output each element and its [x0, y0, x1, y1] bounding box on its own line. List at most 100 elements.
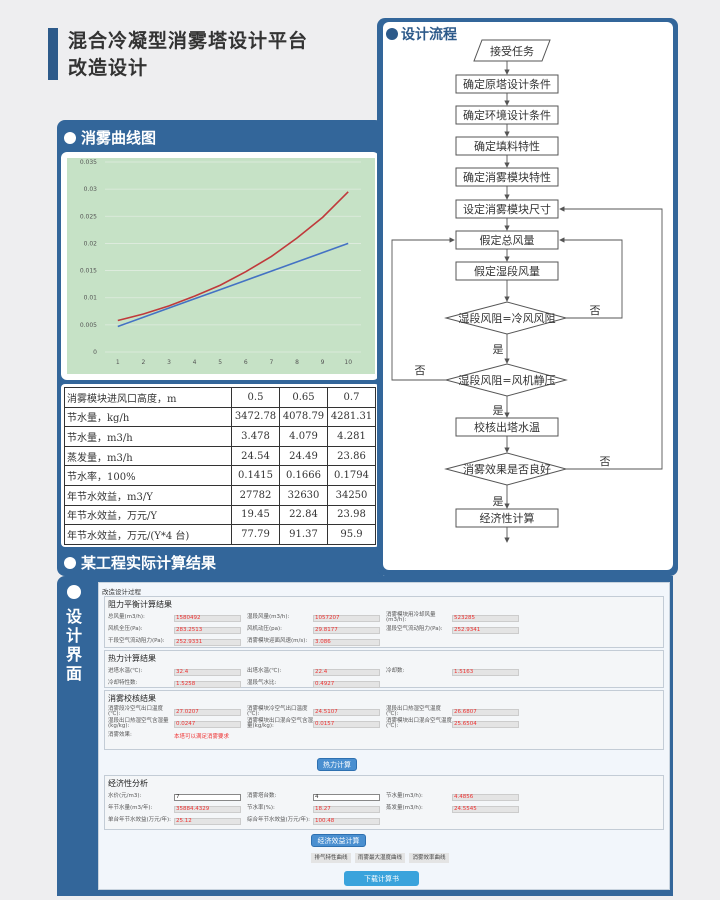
start-text: 接受任务: [490, 45, 534, 58]
field-row: 年节水量(m3/年): 35884.4329 节水率(%): 18.27 蒸发量(m3/…: [108, 803, 663, 815]
value-field: 18.27: [313, 805, 380, 813]
value-field: 25.6504: [452, 720, 519, 728]
result-heading: 某工程实际计算结果: [64, 552, 216, 573]
step-text: 确定环境设计条件: [463, 108, 551, 122]
bullet-icon: [67, 585, 81, 599]
field-label: 出塔水温(℃):: [247, 668, 282, 675]
loop-arrow: [559, 206, 663, 470]
x-tick-label: 10: [344, 359, 352, 366]
table-row: 蒸发量，m3/h 24.54 24.49 23.86: [64, 445, 376, 467]
input-field[interactable]: 7: [174, 793, 241, 801]
x-tick-label: 3: [167, 359, 171, 366]
field-row: 水价(元/m3): 7 消雾塔台数: 4 节水量(m3/h): 4.4856: [108, 791, 663, 803]
value-field: 24.5545: [452, 805, 519, 813]
exhaust-curve-button[interactable]: 排气特性曲线: [311, 853, 351, 863]
value-field: 1580492: [174, 614, 241, 622]
field-label: 冷却数:: [386, 668, 405, 675]
field-label: 消雾模块迎面风速(m/s):: [247, 638, 308, 645]
field-label: 单台年节水效益(万元/年):: [108, 817, 171, 824]
humidity-curve-button[interactable]: 雨雾最大湿度曲线: [355, 853, 405, 863]
bullet-icon: [64, 556, 76, 569]
field-row: 消雾段冷空气出口温度(℃): 27.0207 消雾模块冷空气出口温度(℃): 24.5…: [108, 706, 663, 718]
field-label: 消雾模块冷空气出口温度(℃):: [247, 705, 308, 717]
field-row: 湿段出口热湿空气含湿量(kg/kg): 0.0247 消雾模块出口混合空气含湿量(k…: [108, 718, 663, 730]
x-tick-label: 5: [218, 359, 222, 366]
value-field: 283.2513: [174, 626, 241, 634]
table-row: 年节水效益，m3/Y 27782 32630 34250: [64, 484, 376, 506]
input-field[interactable]: 4: [313, 793, 380, 801]
flow-heading: 设计流程: [386, 24, 457, 44]
econ-calc-button[interactable]: 经济效益计算: [311, 834, 366, 847]
value-field: 0.0157: [313, 720, 380, 728]
field-label: 消雾模块出口混合空气温度(℃):: [386, 717, 453, 729]
value-field: 252.9331: [174, 638, 241, 646]
field-row: 干段空气流动阻力(Pa): 252.9331 消雾模块迎面风速(m/s): 3.086: [108, 636, 663, 648]
field-label: 风机动压(pa):: [247, 626, 283, 633]
value-field: 523285: [452, 614, 519, 622]
field-label: 风机全压(Pa):: [108, 626, 143, 633]
table-row: 节水量，kg/h 3472.78 4078.79 4281.31: [64, 406, 376, 428]
y-tick-label: 0.005: [80, 322, 97, 329]
step-text: 确定填料特性: [474, 139, 540, 153]
value-field: 24.5107: [313, 708, 380, 716]
series-line-0: [117, 191, 349, 322]
step-text: 假定湿段风量: [474, 264, 540, 278]
field-label: 综合年节水效益(万元/年):: [247, 817, 310, 824]
download-button[interactable]: 下载计算书: [344, 871, 419, 886]
field-label: 冷却特性数:: [108, 680, 138, 687]
value-field: 0.4927: [313, 680, 380, 688]
decision2: [444, 363, 568, 397]
field-label: 消雾效果:: [108, 732, 132, 739]
step-text: 设定消雾模块尺寸: [463, 202, 551, 216]
x-tick-label: 2: [141, 359, 145, 366]
page-title: 混合冷凝型消雾塔设计平台 改造设计: [68, 28, 308, 82]
field-label: 湿段空气流动阻力(Pa):: [386, 626, 443, 633]
step-text: 确定原塔设计条件: [463, 77, 551, 91]
result-table-container: 消雾模块进风口高度，m 0.5 0.65 0.7 节水量，kg/h 3472.78 4078…: [61, 384, 379, 547]
x-tick-label: 6: [244, 359, 248, 366]
value-field: 100.48: [313, 817, 380, 825]
field-label: 消雾模块出口混合空气含湿量(kg/kg):: [247, 717, 314, 729]
row-label: 年节水效益，万元/(Y*4 台): [64, 524, 232, 545]
ui-label: 设计界面: [62, 585, 86, 683]
no-label: 否: [590, 304, 601, 317]
value-field: 3.086: [313, 638, 380, 646]
x-tick-label: 1: [116, 359, 120, 366]
x-tick-label: 4: [193, 359, 197, 366]
value-field: 32.4: [174, 668, 241, 676]
ui-label-text: 设计界面: [65, 607, 82, 683]
decision2-text: 湿段风阻=风机静压: [458, 373, 555, 387]
resistance-group: 阻力平衡计算结果 总风量(m3/h): 1580492 湿段风量(m3/h): 1057…: [104, 596, 664, 648]
yes-label: 是: [493, 404, 504, 417]
thermal-calc-button[interactable]: 热力计算: [317, 758, 357, 771]
field-label: 进塔水温(℃):: [108, 668, 143, 675]
field-label: 干段空气流动阻力(Pa):: [108, 638, 165, 645]
x-tick-label: 9: [321, 359, 325, 366]
field-label: 消雾段冷空气出口温度(℃):: [108, 705, 164, 717]
y-tick-label: 0.03: [84, 186, 98, 193]
value-field: 26.6807: [452, 708, 519, 716]
field-label: 总风量(m3/h):: [108, 614, 145, 621]
yes-label: 是: [493, 343, 504, 356]
efficiency-curve-button[interactable]: 消雾效率曲线: [409, 853, 449, 863]
value-field: 22.4: [313, 668, 380, 676]
value-field: 35884.4329: [174, 805, 241, 813]
economic-group: 经济性分析 水价(元/m3): 7 消雾塔台数: 4 节水量(m3/h): 4.4856 年节…: [104, 775, 664, 830]
bullet-icon: [386, 28, 398, 40]
fog-check-group: 消雾校核结果 消雾段冷空气出口温度(℃): 27.0207 消雾模块冷空气出口温度(℃…: [104, 690, 664, 750]
y-tick-label: 0.035: [80, 159, 97, 166]
value-field: 4.4856: [452, 793, 519, 801]
group-title: 经济性分析: [108, 779, 148, 788]
table-cell: 77.79: [231, 524, 280, 545]
step-text: 假定总风量: [480, 233, 535, 247]
start-shape: [473, 39, 551, 62]
y-tick-label: 0: [93, 349, 97, 356]
field-label: 节水率(%):: [247, 805, 275, 812]
step-text: 确定消雾模块特性: [463, 170, 551, 184]
y-tick-label: 0.01: [84, 295, 98, 302]
field-row: 风机全压(Pa): 283.2513 风机动压(pa): 29.8177 湿段空气流动阻…: [108, 624, 663, 636]
x-tick-label: 8: [295, 359, 299, 366]
table-row: 消雾模块进风口高度，m 0.5 0.65 0.7: [64, 387, 376, 408]
design-window: 改造设计过程 阻力平衡计算结果 总风量(m3/h): 1580492 湿段风量(m3/…: [98, 582, 670, 890]
field-label: 节水量(m3/h):: [386, 793, 423, 800]
